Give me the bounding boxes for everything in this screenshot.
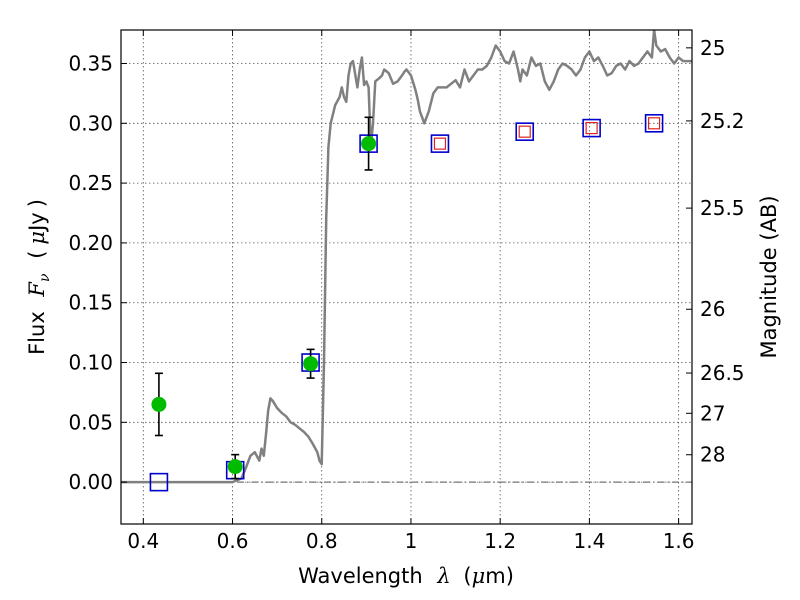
y2-tick-label: 25.2	[700, 109, 745, 133]
x-axis-label: Wavelength λ (μm)	[298, 564, 514, 588]
model-blue-square	[149, 472, 169, 492]
model-blue-square	[515, 122, 535, 141]
y-axis-label: Flux Fν (μJy)	[25, 199, 54, 355]
y-tick-label: 0.05	[68, 410, 113, 434]
model-blue-square	[644, 113, 664, 133]
model-red-square	[433, 137, 447, 150]
y2-axis-label: Magnitude (AB)	[757, 195, 781, 358]
y-tick-label: 0.00	[68, 470, 113, 494]
model-red-square	[585, 121, 598, 135]
observed-point	[303, 356, 319, 372]
x-tick-label: 0.4	[127, 529, 159, 553]
model-blue-square	[430, 134, 450, 153]
y2-tick-label: 26	[700, 297, 725, 321]
model-red-square	[647, 117, 661, 130]
x-tick-label: 1.2	[484, 529, 516, 553]
plot-area	[121, 30, 692, 492]
x-tick-label: 0.8	[306, 529, 338, 553]
x-tick-label: 1	[405, 529, 418, 553]
y-tick-label: 0.30	[68, 111, 113, 135]
y-tick-label: 0.25	[68, 171, 113, 195]
observed-point	[151, 396, 167, 412]
observed-point	[227, 459, 243, 475]
model-spectrum-line	[121, 30, 692, 484]
observed-point	[361, 136, 377, 152]
y-tick-label: 0.10	[68, 351, 113, 375]
x-tick-label: 1.4	[573, 529, 605, 553]
model-red-square	[518, 125, 531, 138]
y-tick-label: 0.15	[68, 291, 113, 315]
axis-ticks: 0.4 0.6 0.8 1 1.2 1.4 1.6 0.00 0.05 0.10 0.15 0.20 0…	[68, 30, 745, 553]
plot-frame	[120, 29, 693, 525]
y2-tick-label: 28	[700, 443, 725, 467]
x-tick-label: 1.6	[663, 529, 695, 553]
x-tick-label: 0.6	[217, 529, 249, 553]
model-blue-square	[582, 118, 601, 138]
y-tick-label: 0.35	[68, 51, 113, 75]
y-tick-label: 0.20	[68, 231, 113, 255]
y2-tick-label: 27	[700, 401, 725, 425]
y2-tick-label: 25	[700, 36, 725, 60]
y2-tick-label: 26.5	[700, 361, 745, 385]
y2-tick-label: 25.5	[700, 196, 745, 220]
